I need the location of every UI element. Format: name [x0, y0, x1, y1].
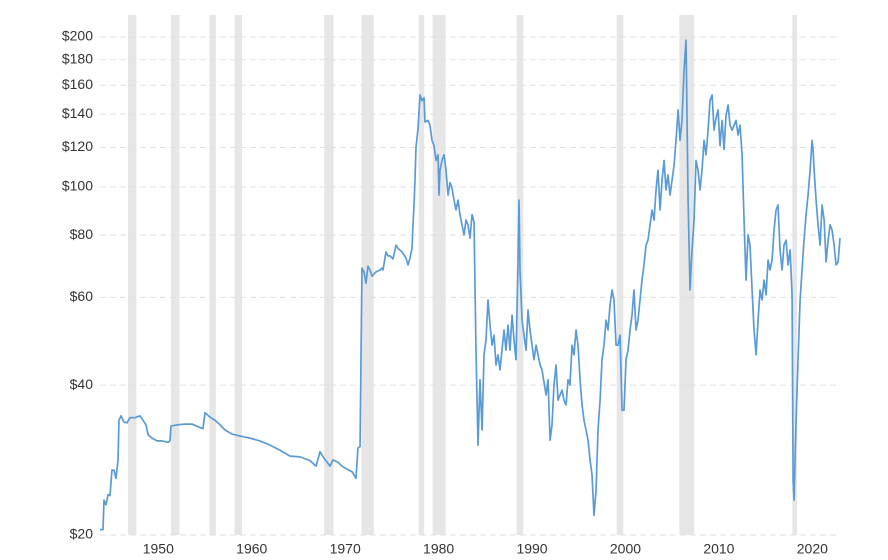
recession-band [209, 15, 216, 535]
y-tick-label: $20 [70, 526, 94, 542]
recession-band [792, 15, 798, 535]
recession-band [418, 15, 425, 535]
x-tick-label: 1980 [423, 541, 454, 557]
grid [100, 36, 840, 536]
x-tick-label: 2000 [610, 541, 641, 557]
recession-band [679, 15, 695, 535]
recession-band [234, 15, 243, 535]
y-tick-label: $140 [62, 105, 93, 121]
x-tick-label: 1990 [516, 541, 547, 557]
recession-band [128, 15, 137, 535]
y-tick-label: $80 [70, 226, 94, 242]
x-tick-label: 2010 [703, 541, 734, 557]
recession-band [324, 15, 334, 535]
recession-band [171, 15, 180, 535]
recession-band [616, 15, 624, 535]
y-tick-label: $200 [62, 28, 93, 44]
tick-labels: $20 $40 $60 $80 $100 $120 $140 $160 $180 $200 1950… [62, 28, 828, 557]
x-tick-label: 1950 [143, 541, 174, 557]
y-tick-label: $120 [62, 138, 93, 154]
series [100, 39, 841, 531]
x-tick-label: 2020 [797, 541, 828, 557]
y-tick-label: $40 [70, 376, 94, 392]
recession-band [432, 15, 446, 535]
x-tick-label: 1970 [330, 541, 361, 557]
y-tick-label: $160 [62, 76, 93, 92]
y-tick-label: $60 [70, 288, 94, 304]
x-tick-label: 1960 [236, 541, 267, 557]
recession-bands [128, 15, 798, 535]
price-line [100, 39, 841, 531]
y-tick-label: $180 [62, 50, 93, 66]
y-tick-label: $100 [62, 178, 93, 194]
